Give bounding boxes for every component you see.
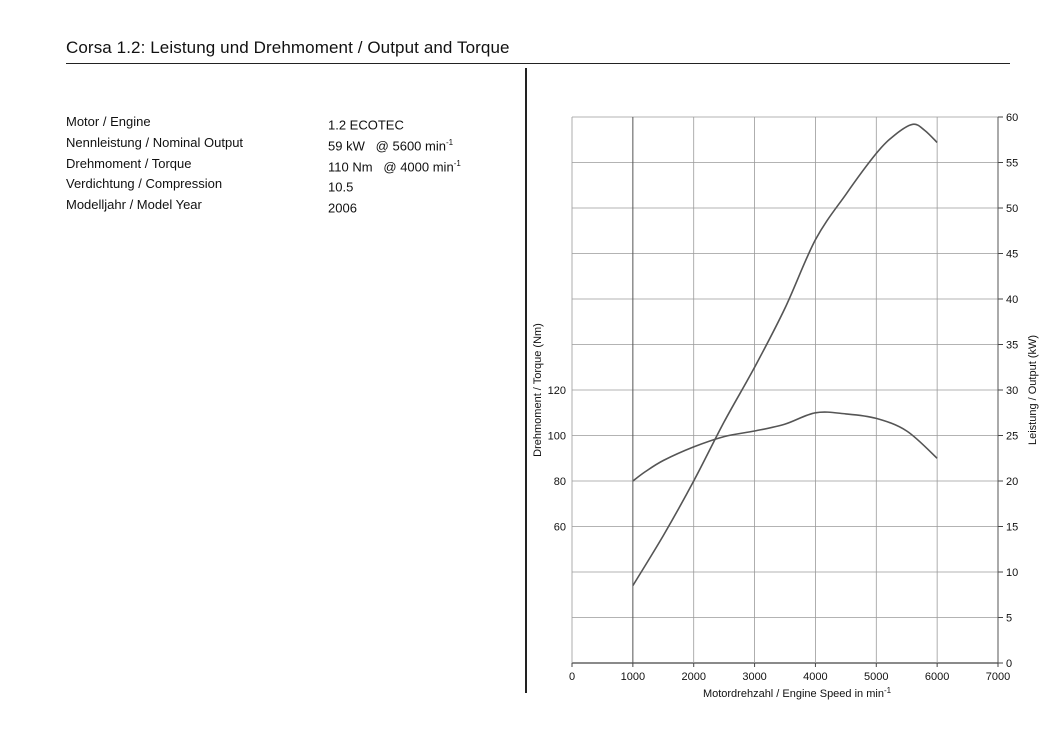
y-right-tick-label: 10 [1006, 567, 1018, 579]
spec-value: 10.5 [328, 179, 354, 195]
y-left-tick-label: 60 [554, 522, 566, 534]
torque-curve [632, 411, 938, 482]
spec-label: Modelljahr / Model Year [66, 197, 202, 213]
page-title: Corsa 1.2: Leistung und Drehmoment / Out… [66, 38, 510, 57]
spec-table: Motor / Engine 1.2 ECOTEC Nennleistung /… [66, 113, 461, 217]
y-right-tick-label: 50 [1006, 203, 1018, 215]
y-axis-label-left: Drehmoment / Torque (Nm) [532, 323, 544, 457]
spec-value: 2006 [328, 200, 357, 216]
spec-value: 110 Nm @ 4000 min-1 [328, 158, 461, 174]
spec-value: 59 kW @ 5600 min-1 [328, 137, 454, 154]
chart-ticks: 0 5 10 15 20 25 30 35 40 45 50 55 60 0 1000 2000 3000 400… [548, 112, 1019, 683]
x-tick-label: 6000 [925, 671, 949, 683]
spec-row-model-year: Modelljahr / Model Year 2006 [66, 196, 461, 217]
x-tick-label: 7000 [986, 671, 1010, 683]
chart-lines [632, 123, 938, 587]
spec-label: Motor / Engine [66, 114, 151, 129]
spec-row-torque: Drehmoment / Torque 110 Nm @ 4000 min-1 [66, 155, 461, 176]
y-right-tick-label: 25 [1006, 431, 1018, 443]
spec-row-compression: Verdichtung / Compression 10.5 [66, 175, 461, 196]
spec-label: Drehmoment / Torque [66, 155, 192, 171]
y-right-tick-label: 60 [1006, 112, 1018, 124]
x-tick-label: 4000 [803, 671, 827, 683]
y-right-tick-label: 0 [1006, 658, 1012, 670]
x-tick-label: 2000 [681, 671, 705, 683]
y-axis-label-right: Leistung / Output (kW) [1027, 335, 1039, 445]
y-right-tick-label: 20 [1006, 476, 1018, 488]
y-right-tick-label: 40 [1006, 294, 1018, 306]
chart-grid [571, 116, 1003, 667]
x-tick-label: 3000 [742, 671, 766, 683]
y-left-tick-label: 120 [548, 385, 566, 397]
output-curve [632, 123, 938, 587]
y-right-tick-label: 35 [1006, 340, 1018, 352]
y-right-tick-label: 5 [1006, 613, 1012, 625]
x-axis-label: Motordrehzahl / Engine Speed in min-1 [703, 686, 892, 700]
spec-row-output: Nennleistung / Nominal Output 59 kW @ 56… [66, 134, 461, 155]
title-rule [66, 63, 1010, 64]
spec-label: Verdichtung / Compression [66, 176, 223, 192]
spec-row-engine: Motor / Engine 1.2 ECOTEC [66, 113, 461, 134]
x-tick-label: 1000 [621, 671, 645, 683]
y-right-tick-label: 45 [1006, 249, 1018, 261]
y-right-tick-label: 30 [1006, 385, 1018, 397]
y-left-tick-label: 80 [554, 476, 566, 488]
y-right-tick-label: 15 [1006, 522, 1018, 534]
column-divider [525, 68, 527, 693]
spec-label: Nennleistung / Nominal Output [66, 134, 244, 150]
y-left-tick-label: 100 [548, 431, 566, 443]
x-tick-label: 5000 [864, 671, 888, 683]
spec-value: 1.2 ECOTEC [328, 117, 404, 133]
y-right-tick-label: 55 [1006, 158, 1018, 170]
x-tick-label: 0 [569, 671, 575, 683]
